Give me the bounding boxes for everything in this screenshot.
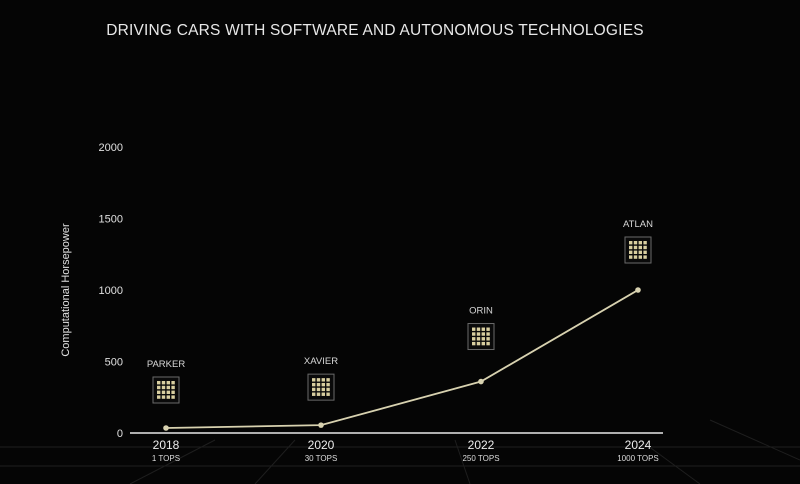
data-point: [478, 378, 484, 385]
chip-icon-cell: [161, 390, 166, 394]
data-point: [163, 425, 169, 431]
chip-icon-cell: [157, 380, 161, 385]
chip-icon-cell: [312, 392, 316, 396]
y-tick-label: 500: [105, 357, 123, 369]
chip-icon-cell: [633, 255, 638, 259]
chip-icon-cell: [633, 241, 638, 245]
chip-icon-cell: [326, 378, 330, 382]
chip-name-label: XAVIER: [304, 356, 338, 367]
chip-icon-cell: [326, 387, 330, 392]
data-point: [318, 422, 324, 428]
series-line: [165, 289, 639, 429]
chip-icon-cell: [157, 390, 161, 394]
chip-icon-cell: [633, 250, 638, 254]
chip-icon-cell: [643, 250, 647, 254]
chip-icon-cell: [472, 332, 476, 336]
chip-icon-cell: [481, 341, 485, 346]
floor-line: [454, 439, 471, 484]
chip-icon-cell: [161, 380, 166, 385]
chip-icon-cell: [638, 241, 642, 245]
chip-icon-cell: [326, 382, 330, 387]
chip-icon-cell: [486, 337, 490, 341]
chip-icon-cell: [321, 382, 325, 387]
chip-icon-cell: [316, 392, 321, 396]
chip-icon-cell: [629, 255, 633, 259]
chip-icon-cell: [476, 327, 481, 331]
data-point: [635, 287, 641, 293]
chip-icon-cell: [157, 395, 161, 399]
chip-icon: [152, 376, 180, 404]
x-tick-label: 2024: [625, 438, 652, 452]
tops-label: 30 TOPS: [305, 454, 338, 463]
chip-icon-cell: [171, 395, 175, 399]
chip-icon: [624, 236, 652, 264]
chip-icon-cell: [481, 327, 485, 331]
chip-icon-cell: [486, 332, 490, 336]
floor-line: [709, 419, 800, 461]
floor-line: [254, 439, 296, 484]
floor-line: [639, 439, 701, 484]
chip-icon-cell: [161, 385, 166, 390]
chip-icon-cell: [476, 337, 481, 341]
chip-icon-cell: [171, 390, 175, 394]
chip-icon-cell: [481, 337, 485, 341]
chip-icon-cell: [629, 245, 633, 250]
chip-icon-cell: [321, 378, 325, 382]
chip-icon-cell: [643, 245, 647, 250]
chip-icon-cell: [166, 395, 170, 399]
tops-label: 1000 TOPS: [617, 454, 659, 463]
chip-icon-cell: [629, 241, 633, 245]
chip-icon-cell: [476, 341, 481, 346]
chip-icon-cell: [321, 387, 325, 392]
chip-icon-cell: [481, 332, 485, 336]
chip-icon-cell: [312, 382, 316, 387]
chip-icon-cell: [638, 245, 642, 250]
chip-icon-cell: [166, 380, 170, 385]
chip-icon-cell: [316, 378, 321, 382]
tops-label: 1 TOPS: [152, 454, 180, 463]
x-tick-label: 2020: [308, 438, 335, 452]
chip-name-label: ATLAN: [623, 219, 653, 230]
chip-icon-cell: [157, 385, 161, 390]
chip-icon: [467, 323, 495, 351]
chip-icon-cell: [472, 341, 476, 346]
chip-icon-cell: [171, 380, 175, 385]
chip-name-label: PARKER: [147, 359, 186, 370]
chip-icon-cell: [166, 390, 170, 394]
chip-icon-cell: [643, 241, 647, 245]
chip-icon-cell: [312, 378, 316, 382]
x-tick-label: 2022: [468, 438, 495, 452]
y-tick-label: 0: [117, 428, 123, 440]
chip-name-label: ORIN: [469, 306, 493, 317]
chart-title: DRIVING CARS WITH SOFTWARE AND AUTONOMOU…: [106, 22, 644, 39]
chip-icon-cell: [312, 387, 316, 392]
chip-icon-cell: [638, 250, 642, 254]
chip-icon-cell: [643, 255, 647, 259]
chip-icon-cell: [321, 392, 325, 396]
chip-icon-cell: [476, 332, 481, 336]
chip-icon-cell: [166, 385, 170, 390]
chip-icon-cell: [171, 385, 175, 390]
chip-icon-cell: [316, 387, 321, 392]
chip-icon-cell: [629, 250, 633, 254]
y-tick-label: 2000: [99, 142, 123, 154]
chip-icon-cell: [316, 382, 321, 387]
floor-line: [129, 439, 216, 484]
chip-icon-cell: [633, 245, 638, 250]
y-tick-label: 1000: [99, 285, 123, 297]
chip-icon-cell: [326, 392, 330, 396]
tops-label: 250 TOPS: [462, 454, 499, 463]
chip-icon-cell: [472, 327, 476, 331]
chip-icon-cell: [638, 255, 642, 259]
chip-icon-cell: [486, 341, 490, 346]
chip-icon: [307, 373, 335, 401]
chip-icon-cell: [472, 337, 476, 341]
x-tick-label: 2018: [153, 438, 180, 452]
chip-icon-cell: [161, 395, 166, 399]
chip-icon-cell: [486, 327, 490, 331]
y-tick-label: 1500: [99, 214, 123, 226]
